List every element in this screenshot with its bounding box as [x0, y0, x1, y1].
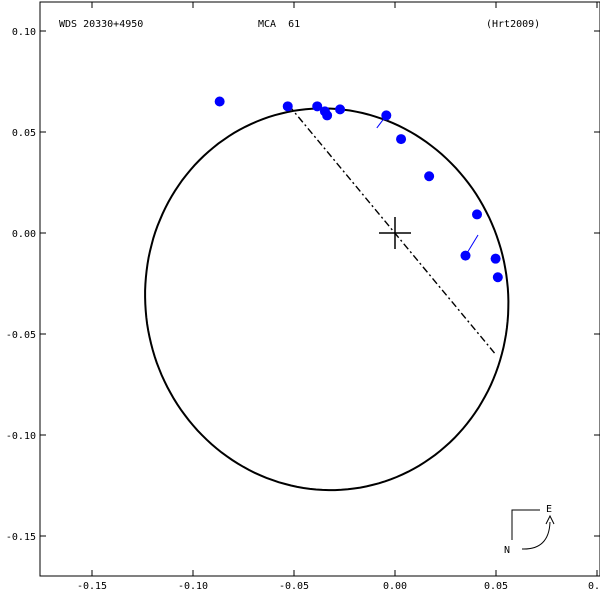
- observation-point: [396, 134, 407, 145]
- primary-star-marker: [379, 217, 411, 249]
- compass-arrow-arc: [521, 521, 551, 550]
- observation-point: [335, 104, 346, 115]
- observation-point: [214, 96, 225, 107]
- compass-north-label: N: [504, 545, 510, 556]
- compass-east-label: E: [546, 504, 552, 515]
- observation-points: [214, 96, 503, 283]
- compass-bracket: [511, 509, 540, 540]
- orbit-ellipse: [144, 107, 510, 492]
- line-of-nodes: [288, 104, 496, 355]
- header-right-label: (Hrt2009): [486, 19, 540, 30]
- compass-arrowhead: [545, 514, 555, 525]
- observation-point: [490, 253, 501, 264]
- y-axis: 0.10 0.05 0.00 -0.05 -0.10 -0.15: [6, 27, 600, 543]
- x-tick-label: 0.00: [383, 581, 407, 592]
- y-tick-label: 0.00: [12, 229, 36, 240]
- observation-point: [312, 101, 323, 112]
- x-axis: -0.15 -0.10 -0.05 0.00 0.05 0.1: [77, 2, 600, 592]
- observation-point: [460, 250, 471, 261]
- y-tick-label: -0.10: [6, 431, 36, 442]
- x-tick-label: 0.05: [484, 581, 508, 592]
- x-tick-label: -0.15: [77, 581, 107, 592]
- observation-point: [472, 209, 483, 220]
- y-tick-label: 0.05: [12, 128, 36, 139]
- x-tick-label: -0.10: [178, 581, 208, 592]
- y-tick-label: 0.10: [12, 27, 36, 38]
- observation-point: [424, 171, 435, 182]
- observation-point: [381, 110, 392, 121]
- observation-point: [282, 101, 293, 112]
- x-tick-label: 0.1: [588, 581, 600, 592]
- compass: E N: [504, 504, 555, 556]
- header-left-label: WDS 20330+4950: [59, 19, 143, 30]
- y-tick-label: -0.05: [6, 330, 36, 341]
- x-tick-label: -0.05: [279, 581, 309, 592]
- plot-frame: [39, 1, 600, 577]
- y-tick-label: -0.15: [6, 532, 36, 543]
- header-center-label: MCA 61: [258, 19, 300, 30]
- observation-point: [492, 272, 503, 283]
- observation-point: [322, 110, 333, 121]
